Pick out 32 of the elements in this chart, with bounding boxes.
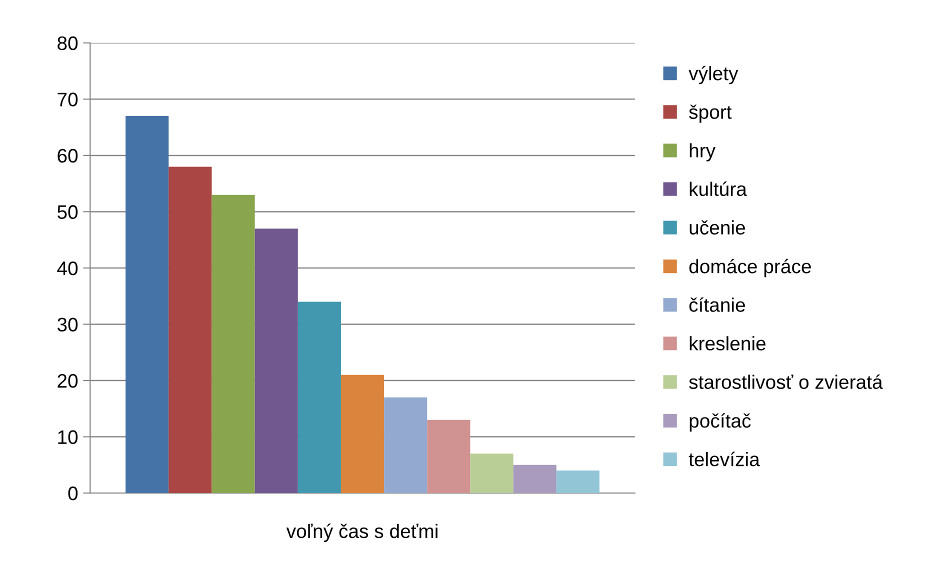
y-tick-label: 60 bbox=[58, 148, 78, 163]
bar bbox=[126, 116, 169, 494]
legend-label: počítač bbox=[690, 413, 751, 432]
bar bbox=[470, 454, 514, 494]
legend-label: domáce práce bbox=[689, 258, 811, 278]
legend-label: čítanie bbox=[689, 297, 745, 312]
legend-label: šport bbox=[689, 104, 732, 123]
y-tick-label: 80 bbox=[58, 36, 78, 50]
y-tick-label: 70 bbox=[58, 92, 78, 106]
legend-label: kreslenie bbox=[690, 336, 766, 350]
bar bbox=[556, 470, 600, 494]
bar bbox=[212, 194, 255, 494]
bar bbox=[427, 420, 470, 494]
legend-label: starostlivosť o zvieratá bbox=[689, 374, 883, 389]
bar bbox=[168, 166, 212, 494]
y-tick-label: 50 bbox=[58, 205, 78, 219]
bar bbox=[254, 228, 298, 494]
y-tick-label: 10 bbox=[58, 430, 78, 444]
legend-label: kultúra bbox=[690, 182, 747, 196]
legend-label: televízia bbox=[688, 452, 760, 466]
legend-label: učenie bbox=[690, 220, 745, 235]
bar bbox=[298, 302, 341, 494]
y-tick-label: 0 bbox=[68, 486, 78, 500]
y-tick-label: 20 bbox=[58, 374, 78, 388]
bar bbox=[340, 374, 384, 494]
bar bbox=[384, 397, 428, 494]
legend-label: výlety bbox=[688, 66, 738, 84]
legend-label: hry bbox=[690, 143, 716, 162]
y-tick-label: 40 bbox=[57, 261, 78, 276]
bar bbox=[513, 464, 556, 494]
y-tick-label: 30 bbox=[57, 318, 78, 332]
x-tick-label: voľný čas s deťmi bbox=[286, 524, 438, 542]
